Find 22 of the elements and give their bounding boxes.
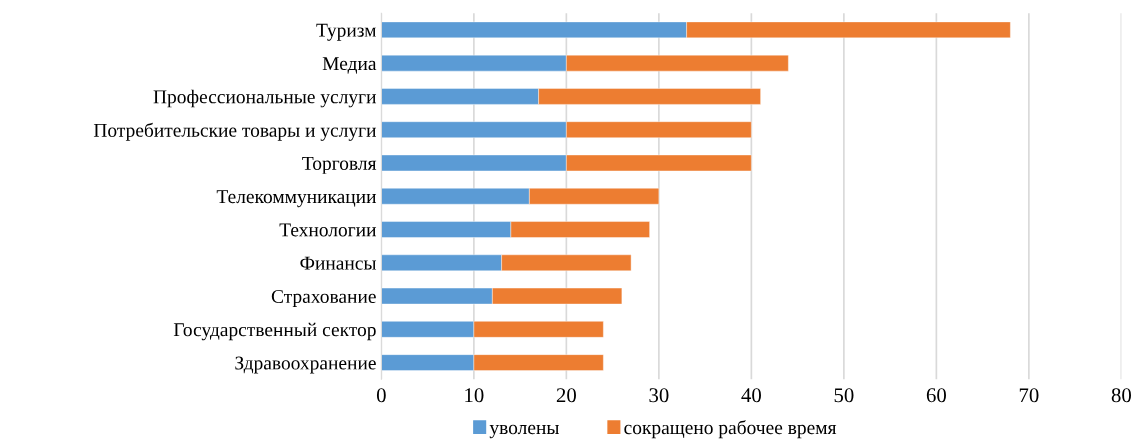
y-tick-label: Потребительские товары и услуги <box>93 122 377 141</box>
x-tick-label: 0 <box>376 388 386 403</box>
x-tick-label: 20 <box>556 388 576 403</box>
x-tick-label: 50 <box>834 388 854 403</box>
y-tick-label: Государственный сектор <box>173 322 376 341</box>
x-tick-label: 40 <box>741 388 761 403</box>
legend-label: уволены <box>489 424 559 439</box>
x-tick-label: 80 <box>1111 388 1131 403</box>
y-tick-label: Технологии <box>279 223 377 237</box>
y-tick-label: Телекоммуникации <box>216 190 377 208</box>
y-tick-label: Страхование <box>271 289 376 307</box>
y-tick-label: Профессиональные услуги <box>153 89 377 108</box>
y-tick-label: Здравоохранение <box>235 356 376 374</box>
x-tick-label: 10 <box>465 388 484 403</box>
y-tick-label: Туризм <box>316 23 377 41</box>
y-tick-label: Торговля <box>302 156 377 174</box>
y-tick-label: Медиа <box>322 57 377 74</box>
y-tick-label: Финансы <box>300 256 377 270</box>
x-tick-label: 60 <box>926 388 946 403</box>
x-tick-label: 30 <box>649 388 669 403</box>
legend-label: сокращено рабочее время <box>624 420 837 439</box>
x-tick-label: 70 <box>1019 388 1039 403</box>
